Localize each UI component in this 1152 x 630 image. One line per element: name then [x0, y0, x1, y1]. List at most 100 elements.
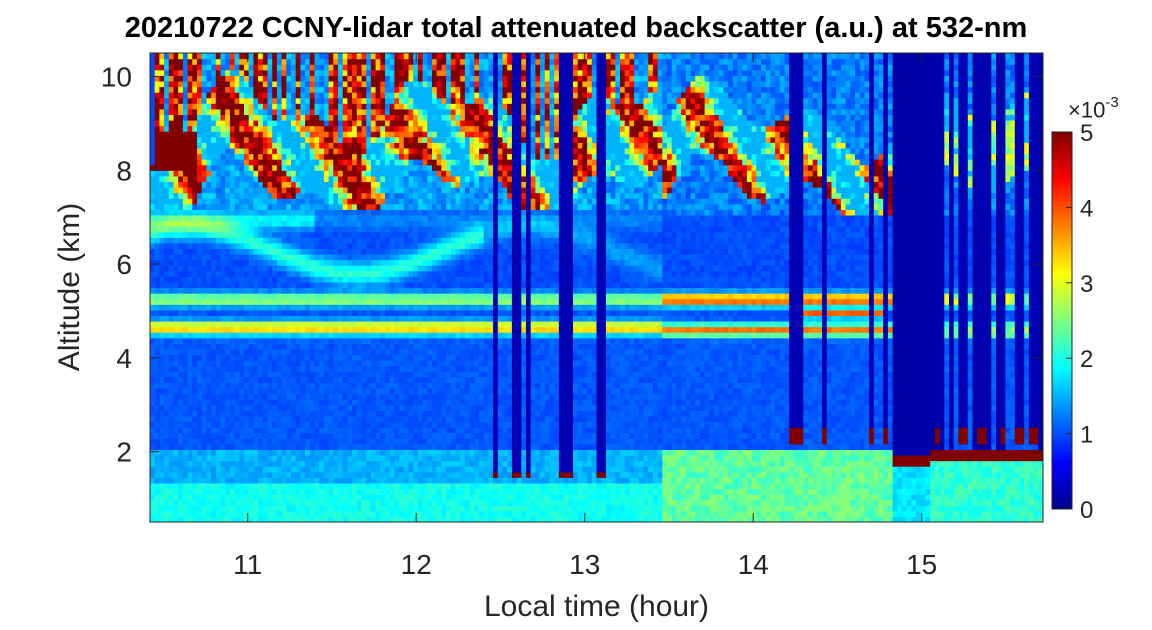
- heatmap-cell: [286, 505, 292, 512]
- heatmap-cell: [206, 499, 212, 506]
- heatmap-cell: [319, 488, 325, 495]
- heatmap-cell: [347, 432, 353, 439]
- heatmap-cell: [328, 209, 334, 216]
- heatmap-cell: [422, 237, 428, 244]
- heatmap-cell: [333, 354, 339, 361]
- heatmap-cell: [258, 332, 264, 339]
- heatmap-cell: [352, 466, 358, 473]
- heatmap-cell: [248, 53, 254, 60]
- heatmap-cell: [168, 92, 175, 99]
- heatmap-cell: [215, 153, 222, 160]
- heatmap-cell: [323, 147, 330, 155]
- heatmap-cell: [342, 108, 348, 116]
- heatmap-cell: [328, 471, 334, 478]
- heatmap-cell: [300, 287, 306, 294]
- heatmap-cell: [267, 309, 273, 317]
- heatmap-cell: [417, 382, 424, 389]
- heatmap-cell: [215, 231, 222, 238]
- heatmap-cell: [154, 120, 160, 127]
- heatmap-cell: [394, 494, 400, 501]
- heatmap-cell: [244, 427, 250, 434]
- heatmap-cell: [338, 410, 344, 417]
- heatmap-cell: [389, 270, 395, 277]
- heatmap-cell: [192, 298, 198, 305]
- heatmap-cell: [248, 114, 254, 121]
- heatmap-cell: [356, 58, 363, 65]
- heatmap-cell: [225, 321, 231, 328]
- heatmap-cell: [234, 499, 240, 506]
- heatmap-cell: [234, 415, 240, 423]
- heatmap-cell: [319, 321, 325, 328]
- heatmap-cell: [295, 203, 301, 210]
- heatmap-cell: [356, 214, 363, 222]
- heatmap-cell: [159, 471, 165, 478]
- heatmap-cell: [164, 449, 170, 456]
- heatmap-cell: [267, 58, 273, 65]
- heatmap-cell: [215, 360, 222, 367]
- heatmap-cell: [295, 326, 301, 333]
- heatmap-cell: [361, 309, 367, 317]
- heatmap-cell: [342, 360, 348, 367]
- heatmap-cell: [314, 159, 320, 166]
- heatmap-cell: [229, 326, 236, 333]
- heatmap-cell: [225, 332, 231, 339]
- heatmap-cell: [220, 315, 226, 322]
- heatmap-cell: [154, 270, 160, 277]
- heatmap-cell: [422, 64, 428, 71]
- heatmap-cell: [267, 443, 273, 451]
- heatmap-cell: [361, 343, 367, 350]
- heatmap-cell: [403, 80, 410, 88]
- heatmap-cell: [154, 321, 160, 328]
- heatmap-cell: [300, 399, 306, 406]
- heatmap-cell: [229, 114, 236, 121]
- heatmap-cell: [267, 75, 273, 82]
- heatmap-cell: [333, 438, 339, 445]
- heatmap-cell: [281, 315, 287, 322]
- heatmap-cell: [319, 198, 325, 205]
- heatmap-cell: [314, 86, 320, 93]
- heatmap-cell: [267, 404, 273, 411]
- heatmap-cell: [300, 248, 306, 255]
- heatmap-cell: [389, 120, 395, 127]
- heatmap-cell: [173, 449, 179, 456]
- heatmap-cell: [356, 237, 363, 244]
- heatmap-cell: [295, 153, 301, 160]
- heatmap-cell: [291, 86, 297, 93]
- heatmap-cell: [338, 365, 344, 372]
- heatmap-cell: [380, 482, 386, 490]
- heatmap-cell: [370, 103, 377, 110]
- heatmap-cell: [215, 466, 222, 473]
- heatmap-cell: [201, 304, 207, 311]
- heatmap-cell: [267, 125, 273, 132]
- heatmap-cell: [258, 131, 264, 138]
- heatmap-cell: [258, 214, 264, 222]
- heatmap-cell: [295, 499, 301, 506]
- heatmap-cell: [370, 298, 377, 305]
- heatmap-cell: [262, 371, 269, 378]
- heatmap-cell: [366, 482, 372, 490]
- heatmap-cell: [201, 276, 207, 283]
- heatmap-cell: [239, 248, 245, 255]
- heatmap-cell: [154, 298, 160, 305]
- heatmap-cell: [408, 120, 414, 127]
- heatmap-cell: [389, 254, 395, 261]
- heatmap-cell: [281, 449, 287, 456]
- heatmap-cell: [408, 360, 414, 367]
- heatmap-cell: [338, 147, 344, 155]
- heatmap-cell: [262, 304, 269, 311]
- heatmap-cell: [291, 410, 297, 417]
- heatmap-cell: [295, 103, 301, 110]
- heatmap-cell: [347, 343, 353, 350]
- heatmap-cell: [366, 488, 372, 495]
- heatmap-cell: [399, 164, 405, 171]
- heatmap-cell: [323, 443, 330, 451]
- heatmap-cell: [262, 348, 269, 356]
- heatmap-cell: [408, 399, 414, 406]
- heatmap-cell: [394, 220, 400, 227]
- heatmap-cell: [197, 443, 203, 451]
- heatmap-cell: [305, 421, 311, 428]
- heatmap-cell: [342, 276, 348, 283]
- heatmap-cell: [197, 214, 203, 222]
- heatmap-cell: [220, 365, 226, 372]
- heatmap-cell: [248, 142, 254, 149]
